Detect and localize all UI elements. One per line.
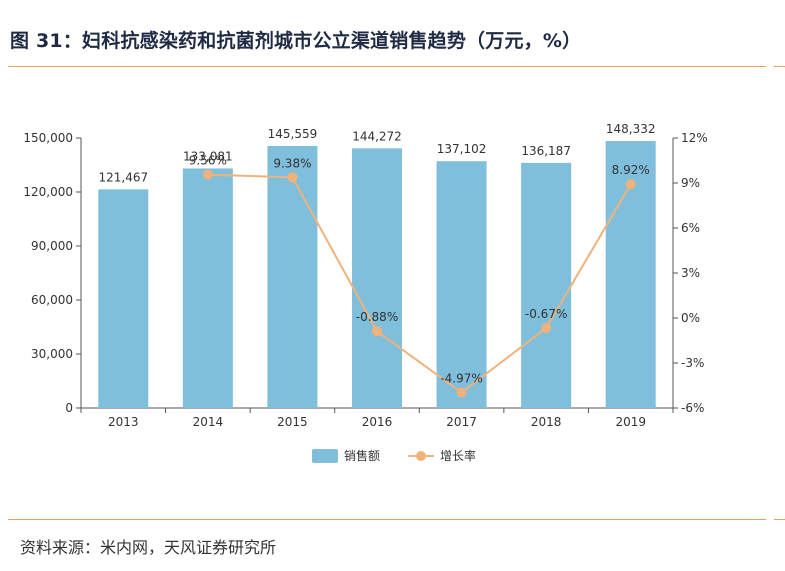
bar-value-label: 121,467 [98,170,148,184]
y-left-tick-label: 0 [65,401,73,415]
y-right-tick-label: 9% [681,176,700,190]
growth-line [207,173,632,394]
x-tick-label: 2019 [615,415,646,429]
growth-value-label: 8.92% [612,163,650,177]
legend-line-marker [416,451,426,461]
x-tick-label: 2016 [362,415,393,429]
y-left-tick-label: 90,000 [31,239,73,253]
growth-value-label: -0.67% [525,307,567,321]
bar-value-label: 148,332 [606,122,656,136]
bar-2015 [267,145,318,408]
top-rule-end [774,66,785,67]
bar-2014 [182,168,233,408]
growth-point-2016 [372,326,382,337]
y-left-tick-label: 30,000 [31,347,73,361]
y-right-tick-label: 3% [681,266,700,280]
growth-point-2015 [287,172,298,183]
y-right-tick-label: -3% [681,356,704,370]
y-right-tick-label: -6% [681,401,704,415]
source-note: 资料来源：米内网，天风证券研究所 [20,538,277,557]
y-left-tick-label: 60,000 [31,293,73,307]
bar-value-label: 145,559 [268,127,318,141]
y-left-tick-label: 150,000 [23,131,73,145]
x-tick-label: 2018 [531,415,562,429]
legend-line-label: 增长率 [440,448,476,463]
y-right-tick-label: 12% [681,131,708,145]
growth-value-label: 9.56% [189,154,227,168]
growth-point-2019 [625,179,636,190]
figure-title: 图 31：妇科抗感染药和抗菌剂城市公立渠道销售趋势（万元，%） [10,30,582,52]
y-left-tick-label: 120,000 [23,185,73,199]
growth-point-2014 [202,169,213,180]
bar-2018 [521,162,572,408]
x-tick-label: 2017 [446,415,477,429]
growth-value-label: 9.38% [273,156,311,170]
legend-bar-label: 销售额 [344,448,380,463]
bar-value-label: 144,272 [352,129,402,143]
chart: 0 30,000 60,000 90,000 120,000 150,000 -6% -3% 0… [23,122,708,463]
growth-point-2017 [456,387,467,398]
bar-2016 [352,148,402,408]
growth-value-label: -4.97% [440,372,482,386]
bar-2017 [436,161,487,408]
legend-bar-swatch [312,449,338,463]
y-right-tick-label: 0% [681,311,700,325]
bottom-rule-end [774,519,785,520]
bottom-rule [8,519,766,520]
x-tick-label: 2015 [277,415,308,429]
x-tick-label: 2013 [108,415,139,429]
bar-value-label: 133,081 [183,149,233,163]
y-right-tick-label: 6% [681,221,700,235]
bar-2013 [98,189,149,408]
top-rule [8,66,766,67]
bar-value-label: 137,102 [437,142,487,156]
bar-value-label: 136,187 [521,144,571,158]
x-tick-label: 2014 [193,415,224,429]
growth-point-2018 [541,323,552,334]
growth-value-label: -0.88% [356,310,398,324]
